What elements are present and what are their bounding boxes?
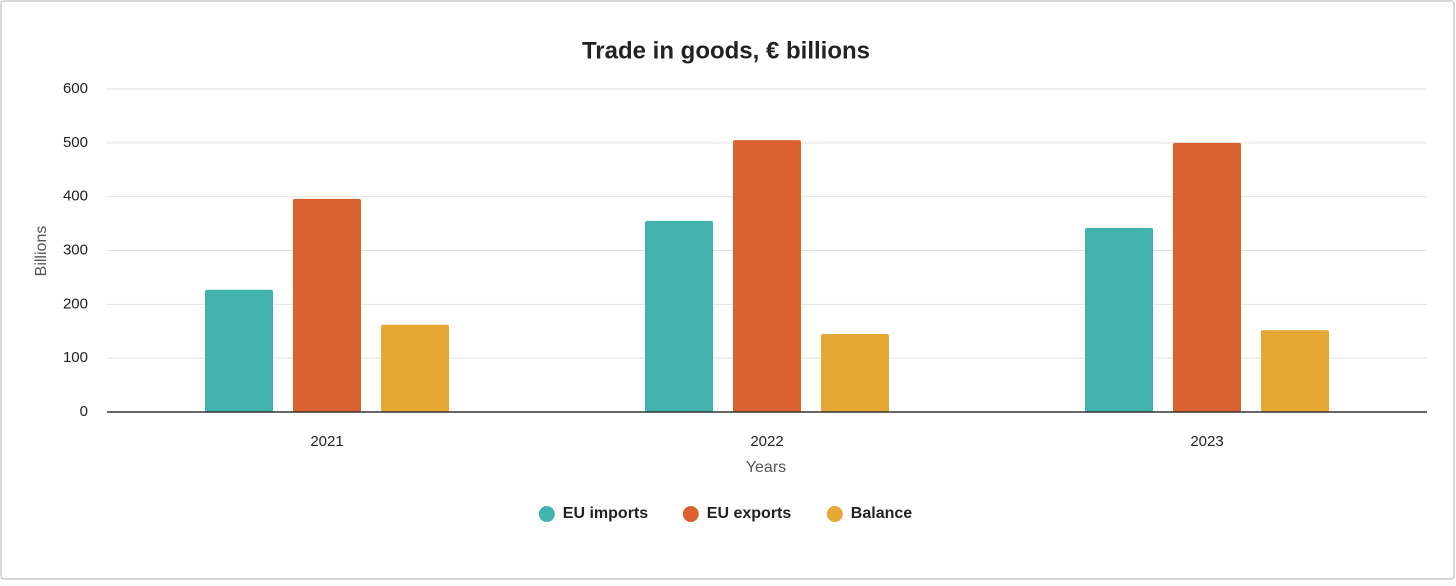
x-axis-label: Years [746,459,786,476]
legend-marker[interactable] [826,506,843,522]
x-tick-label: 2021 [310,433,343,450]
bar [293,198,361,412]
bar [1085,227,1153,412]
legend-marker[interactable] [682,506,699,522]
y-tick-label: 0 [80,403,88,420]
x-tick-label: 2023 [1190,433,1223,450]
chart-title: Trade in goods, € billions [582,37,870,64]
bar [1173,142,1241,413]
bar [1261,330,1329,412]
x-tick-label: 2022 [750,433,783,450]
legend-marker[interactable] [538,506,555,522]
y-tick-label: 100 [63,349,88,366]
legend-label[interactable]: Balance [851,505,912,522]
y-tick-label: 400 [63,188,88,205]
bar [381,324,449,412]
legend-label[interactable]: EU imports [563,505,648,522]
bar [645,220,713,412]
y-axis-label: Billions [33,226,50,277]
bar [733,140,801,412]
y-tick-label: 600 [63,80,88,97]
y-tick-label: 200 [63,295,88,312]
y-tick-label: 300 [63,241,88,258]
y-tick-label: 500 [63,134,88,151]
bar [205,289,273,412]
bar [821,333,889,412]
legend-label[interactable]: EU exports [707,505,792,522]
